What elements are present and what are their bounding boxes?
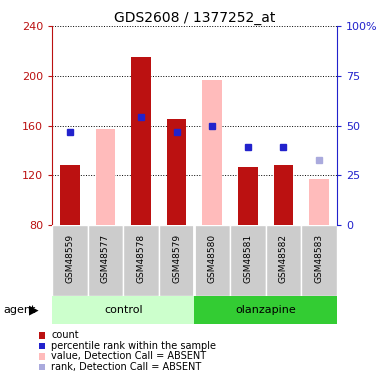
- Bar: [167, 119, 186, 225]
- Text: GSM48579: GSM48579: [172, 234, 181, 283]
- Text: rank, Detection Call = ABSENT: rank, Detection Call = ABSENT: [51, 362, 201, 372]
- Bar: [274, 165, 293, 225]
- Bar: [203, 80, 222, 225]
- Bar: [123, 225, 159, 296]
- Text: value, Detection Call = ABSENT: value, Detection Call = ABSENT: [51, 351, 206, 361]
- Bar: [52, 296, 194, 324]
- Text: GSM48582: GSM48582: [279, 234, 288, 282]
- Text: GSM48583: GSM48583: [315, 234, 323, 283]
- Bar: [238, 166, 258, 225]
- Text: GSM48559: GSM48559: [65, 234, 74, 283]
- Bar: [194, 225, 230, 296]
- Text: percentile rank within the sample: percentile rank within the sample: [51, 341, 216, 351]
- Bar: [301, 225, 337, 296]
- Text: GSM48580: GSM48580: [208, 234, 217, 283]
- Text: ▶: ▶: [29, 304, 38, 317]
- Text: control: control: [104, 305, 142, 315]
- Bar: [95, 129, 115, 225]
- Bar: [88, 225, 123, 296]
- Text: GSM48581: GSM48581: [243, 234, 252, 283]
- Bar: [159, 225, 194, 296]
- Bar: [52, 225, 88, 296]
- Text: count: count: [51, 330, 79, 340]
- Bar: [131, 57, 151, 225]
- Bar: [194, 296, 337, 324]
- Bar: [230, 225, 266, 296]
- Text: GSM48577: GSM48577: [101, 234, 110, 283]
- Bar: [309, 179, 329, 225]
- Text: agent: agent: [4, 305, 36, 315]
- Text: GSM48578: GSM48578: [137, 234, 146, 283]
- Text: olanzapine: olanzapine: [235, 305, 296, 315]
- Bar: [60, 165, 80, 225]
- Title: GDS2608 / 1377252_at: GDS2608 / 1377252_at: [114, 11, 275, 25]
- Bar: [266, 225, 301, 296]
